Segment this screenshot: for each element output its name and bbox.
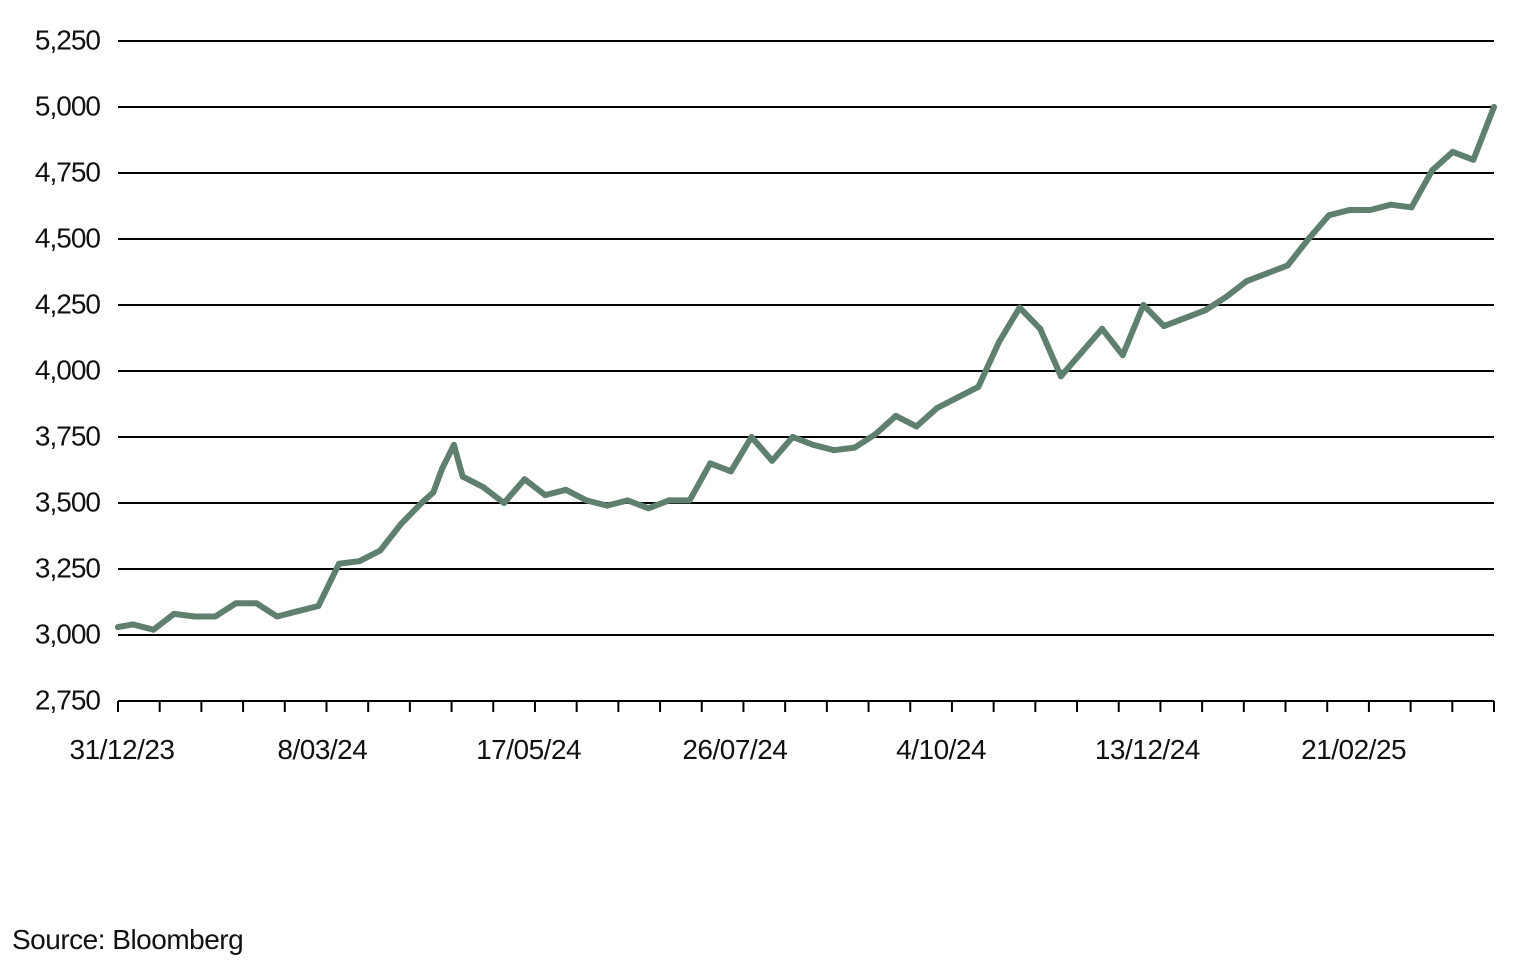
data-point (1016, 304, 1023, 311)
data-point (1387, 201, 1394, 208)
data-point (212, 613, 219, 620)
data-point (170, 610, 177, 617)
data-point (294, 608, 301, 615)
data-point (1078, 349, 1085, 356)
data-point (315, 602, 322, 609)
data-point (430, 489, 437, 496)
data-point (645, 505, 652, 512)
data-point (150, 626, 157, 633)
data-point (480, 484, 487, 491)
data-point (542, 492, 549, 499)
data-point (1243, 278, 1250, 285)
data-point (1491, 104, 1497, 110)
y-tick-label: 2,750 (35, 684, 100, 715)
data-point (1470, 156, 1477, 163)
y-axis-tick-labels: 2,750 3,000 3,250 3,500 3,750 4,000 4,250 4,500… (35, 24, 101, 715)
data-point (830, 447, 837, 454)
data-point (129, 621, 136, 628)
y-tick-label: 5,250 (35, 24, 100, 55)
data-point (1181, 315, 1188, 322)
source-note: Source: Bloomberg (12, 924, 244, 955)
data-point (356, 558, 363, 565)
x-tick-label: 8/03/24 (277, 734, 367, 765)
data-point (1346, 206, 1353, 213)
y-tick-label: 3,250 (35, 552, 100, 583)
x-tick-label: 21/02/25 (1301, 734, 1406, 765)
data-point (1099, 325, 1106, 332)
data-point (335, 560, 342, 567)
data-point (810, 441, 817, 448)
data-point (892, 412, 899, 419)
x-tick-label: 31/12/23 (70, 734, 175, 765)
data-point (1305, 236, 1312, 242)
x-tick-label: 17/05/24 (476, 734, 581, 765)
data-point (1202, 307, 1209, 314)
data-point (232, 600, 239, 607)
data-point (1429, 167, 1436, 174)
data-point (604, 502, 611, 509)
data-point (1284, 262, 1291, 269)
data-point (459, 473, 466, 480)
data-point (934, 404, 941, 411)
data-point (975, 383, 982, 390)
x-tick-label: 4/10/24 (896, 734, 986, 765)
y-tick-label: 5,000 (35, 90, 100, 121)
x-tick-label: 26/07/24 (682, 734, 787, 765)
data-point (253, 600, 260, 607)
series-layer (115, 104, 1497, 633)
data-point (115, 624, 121, 631)
data-point (1408, 204, 1415, 211)
x-tick-label: 13/12/24 (1095, 734, 1200, 765)
data-point (397, 521, 404, 528)
series-line (115, 104, 1497, 633)
data-point (872, 431, 879, 438)
data-point (521, 476, 528, 483)
data-point (913, 423, 920, 430)
data-point (954, 394, 961, 401)
data-point (727, 468, 734, 475)
data-point (583, 497, 590, 504)
data-point (377, 547, 384, 554)
data-point (1325, 212, 1332, 219)
data-point (686, 497, 693, 504)
data-point (191, 613, 198, 620)
y-tick-label: 3,500 (35, 486, 100, 517)
data-point (562, 486, 569, 493)
data-point (624, 497, 631, 504)
data-point (851, 444, 858, 451)
data-point (1367, 206, 1374, 213)
data-point (1140, 302, 1147, 308)
y-tick-label: 4,250 (35, 288, 100, 319)
data-point (1222, 294, 1229, 301)
data-point (789, 434, 796, 440)
line-chart: 2,750 3,000 3,250 3,500 3,750 4,000 4,250 4,500… (35, 24, 1497, 765)
data-point (1449, 148, 1456, 155)
data-point (665, 497, 672, 504)
y-tick-label: 4,000 (35, 354, 100, 385)
data-point (439, 465, 446, 472)
data-point (1119, 352, 1126, 359)
x-axis (117, 700, 1495, 712)
gridlines (118, 40, 1494, 636)
x-axis-tick-labels: 31/12/23 8/03/24 17/05/24 26/07/24 4/10/24 13… (70, 734, 1407, 765)
data-point (748, 434, 755, 440)
data-point (769, 457, 776, 464)
y-tick-label: 3,000 (35, 618, 100, 649)
data-point (995, 338, 1002, 345)
data-point (1264, 270, 1271, 277)
data-point (500, 500, 507, 506)
data-point (418, 500, 425, 506)
data-point (1037, 325, 1044, 332)
data-point (450, 441, 457, 448)
data-point (1160, 323, 1167, 330)
y-tick-label: 4,750 (35, 156, 100, 187)
y-tick-label: 3,750 (35, 420, 100, 451)
y-tick-label: 4,500 (35, 222, 100, 253)
data-point (707, 460, 714, 467)
data-point (274, 613, 281, 620)
data-point (1057, 373, 1064, 380)
